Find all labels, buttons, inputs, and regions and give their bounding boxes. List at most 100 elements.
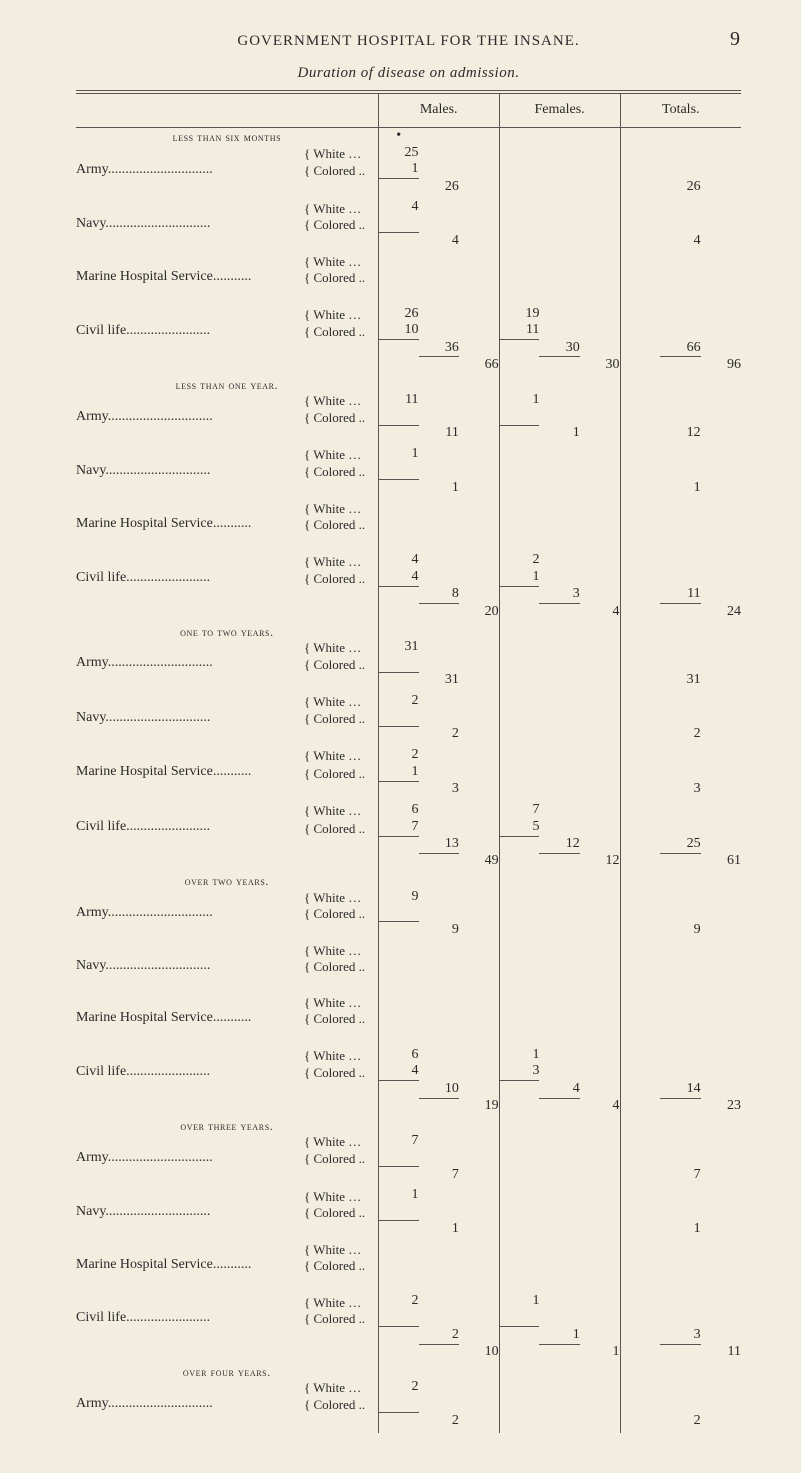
source-label: Civil life........................ [76, 1293, 304, 1326]
race-white: { White … [304, 1047, 378, 1064]
source-label: Civil life........................ [76, 552, 304, 586]
section-caption: over three years. [76, 1119, 378, 1133]
cell [499, 1396, 539, 1413]
cell: 2 [378, 1293, 418, 1310]
cell: 2 [419, 1327, 459, 1344]
source-label: Civil life........................ [76, 306, 304, 340]
cell: 4 [419, 233, 459, 250]
race-colored: { Colored .. [304, 322, 378, 339]
cell [499, 161, 539, 178]
col-males: Males. [378, 94, 499, 128]
source-label: Navy.............................. [76, 1187, 304, 1220]
cell: 66 [459, 357, 499, 374]
cell: 11 [499, 322, 539, 339]
cell: 96 [701, 357, 741, 374]
column-header-row: Males. Females. Totals. [76, 94, 741, 128]
col-females: Females. [499, 94, 620, 128]
cell [660, 286, 700, 302]
cell: 1 [378, 1187, 418, 1204]
cell [419, 532, 459, 548]
source-label: Marine Hospital Service........... [76, 747, 304, 781]
race-colored: { Colored .. [304, 569, 378, 586]
page-number: 9 [701, 28, 741, 51]
cell: 1 [419, 1221, 459, 1238]
cell [378, 1150, 418, 1167]
cell [499, 1310, 539, 1327]
cell: 11 [378, 392, 418, 409]
col-totals: Totals. [620, 94, 741, 128]
source-label: Marine Hospital Service........... [76, 1241, 304, 1273]
cell: 1 [539, 425, 579, 442]
cell [378, 516, 418, 532]
cell [499, 1204, 539, 1221]
cell: 2 [660, 1413, 700, 1430]
race-colored: { Colored .. [304, 764, 378, 781]
cell [378, 995, 418, 1011]
cell [539, 726, 579, 743]
cell [499, 710, 539, 727]
cell [378, 1204, 418, 1221]
source-label: Navy.............................. [76, 199, 304, 232]
cell [499, 1133, 539, 1150]
cell: 9 [660, 922, 700, 939]
cell [539, 233, 579, 250]
race-white: { White … [304, 889, 378, 906]
cell [378, 959, 418, 975]
cell: 7 [660, 1167, 700, 1184]
race-white: { White … [304, 392, 378, 409]
cell: 31 [660, 672, 700, 689]
source-label: Army.............................. [76, 392, 304, 425]
cell [499, 216, 539, 233]
cell: 25 [660, 836, 700, 853]
cell: 23 [701, 1098, 741, 1115]
cell: 7 [419, 1167, 459, 1184]
race-white: { White … [304, 446, 378, 463]
race-colored: { Colored .. [304, 1310, 378, 1327]
cell [539, 480, 579, 497]
cell [539, 532, 579, 548]
cell: 1 [580, 1344, 620, 1361]
race-white: { White … [304, 145, 378, 162]
cell: 7 [499, 802, 539, 819]
race-white: { White … [304, 552, 378, 569]
cell: 3 [660, 1327, 700, 1344]
cell: 11 [660, 586, 700, 603]
cell: 1 [378, 764, 418, 781]
cell [499, 1379, 539, 1396]
cell: 1 [539, 1327, 579, 1344]
cell: 31 [419, 672, 459, 689]
cell [499, 693, 539, 710]
cell: 26 [419, 179, 459, 196]
cell [378, 710, 418, 727]
cell: 4 [378, 199, 418, 216]
cell [499, 199, 539, 216]
cell [660, 1273, 700, 1289]
cell: 9 [378, 889, 418, 906]
race-white: { White … [304, 1133, 378, 1150]
cell [499, 943, 539, 959]
cell [539, 179, 579, 196]
cell: 1 [378, 446, 418, 463]
source-label: Army.............................. [76, 639, 304, 672]
cell [660, 975, 700, 991]
section-caption: one to two years. [76, 625, 378, 639]
race-white: { White … [304, 306, 378, 323]
cell [499, 959, 539, 975]
cell [539, 975, 579, 991]
cell [378, 905, 418, 922]
race-white: { White … [304, 995, 378, 1011]
cell: 1 [499, 1047, 539, 1064]
rule-top [76, 90, 741, 91]
cell [539, 672, 579, 689]
cell: 1 [499, 1293, 539, 1310]
race-colored: { Colored .. [304, 161, 378, 178]
cell [499, 1257, 539, 1273]
source-label: Army.............................. [76, 1379, 304, 1412]
source-label: Navy.............................. [76, 943, 304, 975]
cell: 1 [499, 392, 539, 409]
page: GOVERNMENT HOSPITAL FOR THE INSANE. 9 Du… [0, 0, 801, 1473]
cell [499, 889, 539, 906]
race-white: { White … [304, 254, 378, 270]
cell [539, 286, 579, 302]
race-colored: { Colored .. [304, 1257, 378, 1273]
